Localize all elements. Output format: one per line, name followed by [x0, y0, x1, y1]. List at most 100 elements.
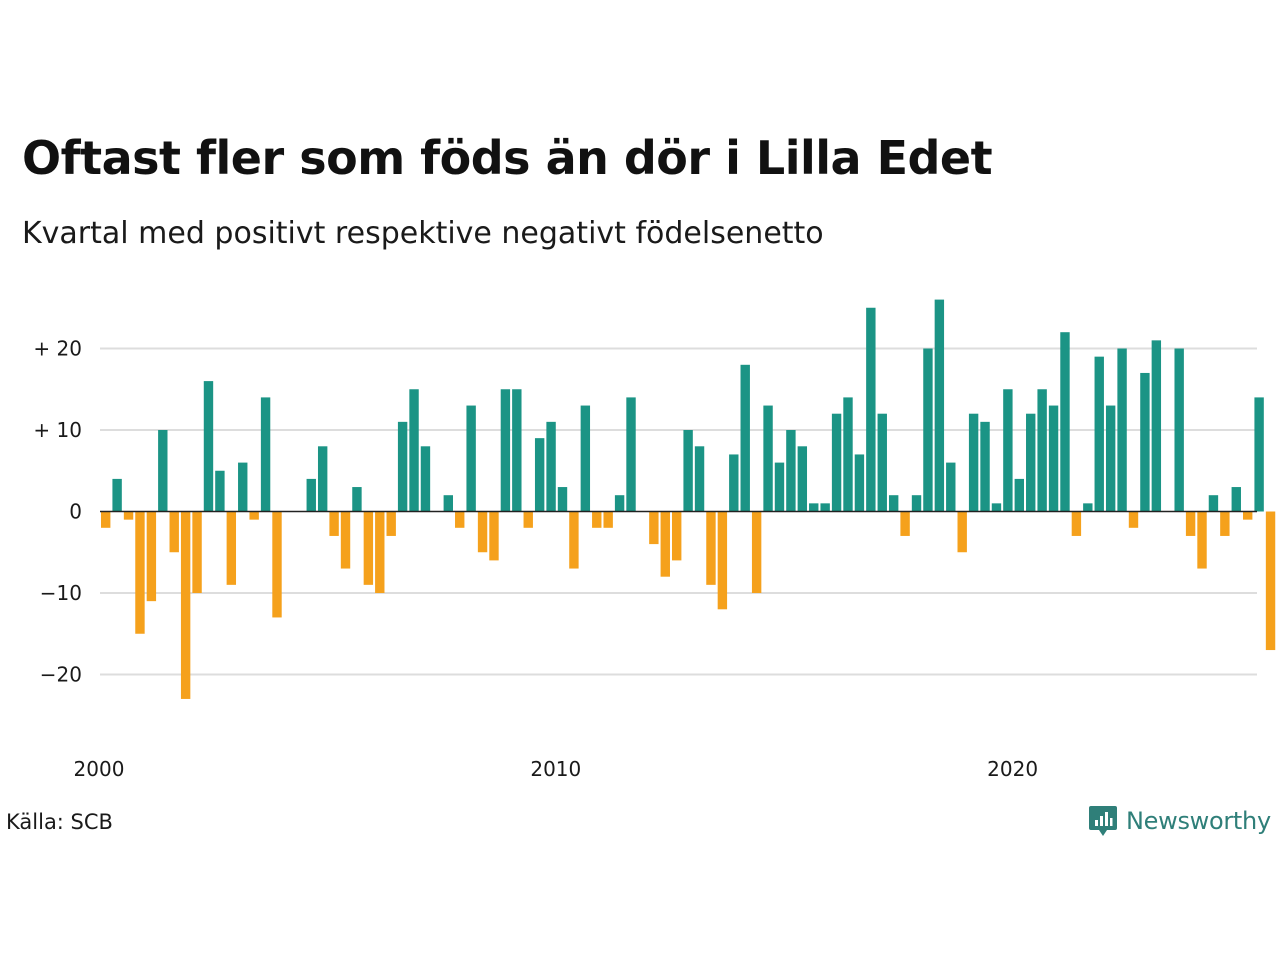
bar — [146, 511, 157, 602]
bar — [946, 462, 956, 512]
bar — [934, 299, 945, 512]
bar — [911, 495, 922, 512]
bar — [1197, 511, 1207, 569]
bar — [249, 511, 259, 520]
newsworthy-logo-icon — [1089, 806, 1117, 836]
bar — [158, 430, 168, 512]
bar — [923, 348, 933, 512]
x-tick-label: 2010 — [530, 757, 581, 781]
bar — [1060, 332, 1070, 512]
bar — [592, 511, 602, 528]
bar — [740, 364, 750, 512]
bar — [626, 397, 636, 512]
bar — [888, 495, 899, 512]
bar — [1208, 495, 1219, 512]
chart-title: Oftast fler som föds än dör i Lilla Edet — [22, 131, 993, 185]
bar — [706, 511, 716, 585]
bar — [820, 503, 830, 512]
chart-subtitle: Kvartal med positivt respektive negativt… — [22, 216, 824, 251]
bar — [1037, 389, 1047, 512]
bar — [877, 413, 887, 512]
bar — [569, 511, 579, 569]
bar — [809, 503, 819, 512]
bar — [272, 511, 282, 618]
bar — [649, 511, 659, 545]
bar — [169, 511, 179, 553]
bar — [500, 389, 511, 512]
bar — [603, 511, 613, 528]
bar — [226, 511, 237, 585]
bar — [1026, 413, 1036, 512]
bar — [101, 511, 111, 528]
bar — [397, 421, 408, 512]
bar — [466, 405, 476, 512]
bar — [1231, 487, 1241, 512]
bar — [523, 511, 533, 528]
bar — [443, 495, 453, 512]
bar — [340, 511, 351, 569]
bar — [1140, 372, 1150, 512]
bar — [363, 511, 374, 585]
bar — [123, 511, 134, 520]
bar — [375, 511, 385, 593]
bar — [1128, 511, 1139, 528]
bar — [203, 381, 214, 512]
bar — [991, 503, 1002, 512]
bar — [1117, 348, 1127, 512]
bar — [1014, 478, 1024, 512]
bar — [489, 511, 499, 561]
bar — [580, 405, 591, 512]
bar — [352, 487, 362, 512]
bar — [1048, 405, 1059, 512]
bar — [135, 511, 145, 634]
bar — [215, 470, 225, 512]
y-tick-label: −10 — [40, 581, 82, 605]
bar — [1105, 405, 1116, 512]
bars — [101, 299, 1276, 699]
bar — [1094, 356, 1104, 512]
bar — [512, 389, 522, 512]
brand-logo[interactable]: Newsworthy — [1088, 804, 1271, 838]
bar — [843, 397, 853, 512]
bar — [1083, 503, 1093, 512]
bar — [751, 511, 762, 593]
bar — [455, 511, 465, 528]
y-tick-label: 0 — [69, 500, 82, 524]
bar — [672, 511, 682, 561]
bar — [1220, 511, 1230, 536]
bar — [729, 454, 739, 512]
bar — [260, 397, 271, 512]
x-tick-label: 2000 — [74, 757, 125, 781]
bar — [968, 413, 979, 512]
bar — [980, 421, 990, 512]
bar — [694, 446, 705, 512]
bar — [420, 446, 431, 512]
bar — [1174, 348, 1184, 512]
bar — [1003, 389, 1013, 512]
bar — [192, 511, 202, 593]
bar — [774, 462, 785, 512]
y-tick-label: + 20 — [33, 337, 82, 361]
bar — [957, 511, 967, 553]
bar — [1151, 340, 1162, 512]
x-tick-label: 2020 — [987, 757, 1038, 781]
bar — [1265, 511, 1276, 651]
bar — [329, 511, 339, 536]
bar — [477, 511, 488, 553]
bar — [1254, 397, 1264, 512]
bar — [317, 446, 328, 512]
y-tick-label: −20 — [40, 663, 82, 687]
source-note: Källa: SCB — [6, 810, 113, 834]
bar — [1243, 511, 1253, 520]
bar — [546, 421, 556, 512]
bar — [557, 487, 568, 512]
bar — [1071, 511, 1082, 536]
bar — [763, 405, 773, 512]
bar — [683, 430, 693, 512]
bar — [1185, 511, 1196, 536]
bar — [797, 446, 808, 512]
bar — [409, 389, 419, 512]
brand-name: Newsworthy — [1126, 807, 1271, 835]
bar — [866, 307, 876, 512]
